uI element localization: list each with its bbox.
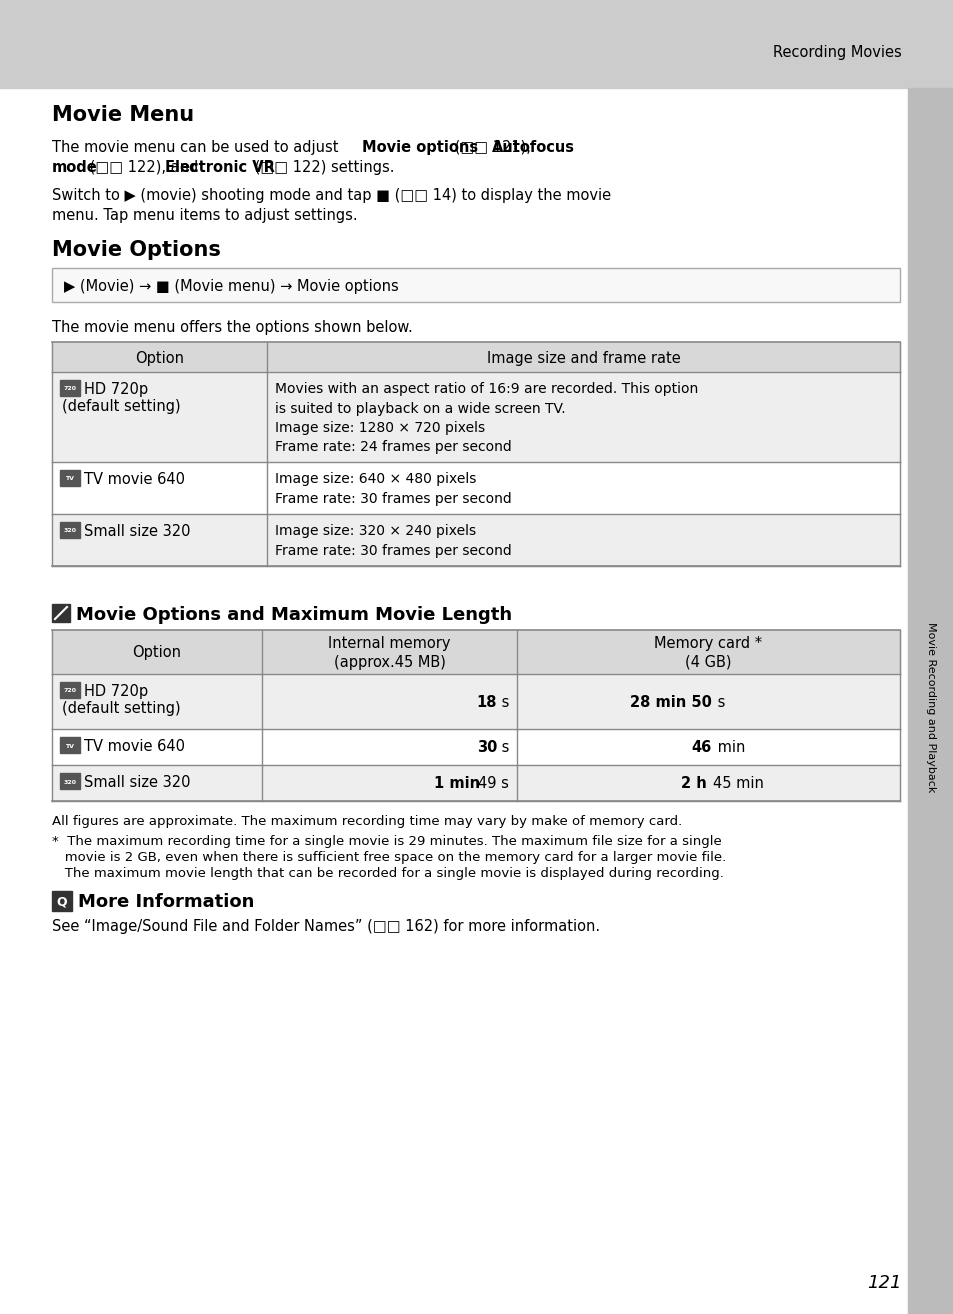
Text: Movie options: Movie options xyxy=(361,141,477,155)
Text: Image size and frame rate: Image size and frame rate xyxy=(486,351,679,365)
Text: 46: 46 xyxy=(691,741,711,756)
Bar xyxy=(60,470,80,486)
Text: s: s xyxy=(497,695,509,710)
Text: s: s xyxy=(713,695,725,710)
Bar xyxy=(0,0,953,88)
Text: Movie Options: Movie Options xyxy=(52,240,221,260)
Bar xyxy=(60,737,80,753)
Text: Memory card *
(4 GB): Memory card * (4 GB) xyxy=(654,636,761,670)
Text: Electronic VR: Electronic VR xyxy=(165,160,274,175)
Text: 720: 720 xyxy=(64,689,76,694)
Text: TV movie 640: TV movie 640 xyxy=(84,472,185,487)
Text: Movies with an aspect ratio of 16:9 are recorded. This option
is suited to playb: Movies with an aspect ratio of 16:9 are … xyxy=(274,382,698,455)
Text: Image size: 640 × 480 pixels
Frame rate: 30 frames per second: Image size: 640 × 480 pixels Frame rate:… xyxy=(274,472,511,506)
Text: 45 min: 45 min xyxy=(713,777,763,791)
Bar xyxy=(52,891,71,911)
Text: movie is 2 GB, even when there is sufficient free space on the memory card for a: movie is 2 GB, even when there is suffic… xyxy=(52,851,725,865)
Text: The movie menu can be used to adjust: The movie menu can be used to adjust xyxy=(52,141,343,155)
Text: All figures are approximate. The maximum recording time may vary by make of memo: All figures are approximate. The maximum… xyxy=(52,815,681,828)
Text: 28 min 50: 28 min 50 xyxy=(629,695,711,710)
Text: (default setting): (default setting) xyxy=(62,399,180,414)
Text: Movie Recording and Playback: Movie Recording and Playback xyxy=(925,622,935,792)
Bar xyxy=(907,88,953,1314)
Text: (□□ 122), and: (□□ 122), and xyxy=(85,160,203,175)
Text: HD 720p: HD 720p xyxy=(84,685,148,699)
Text: Q: Q xyxy=(56,896,68,908)
Text: Movie Menu: Movie Menu xyxy=(52,105,193,125)
Text: 320: 320 xyxy=(64,528,76,533)
Text: Autofocus: Autofocus xyxy=(492,141,575,155)
Bar xyxy=(52,514,899,566)
Text: Movie Options and Maximum Movie Length: Movie Options and Maximum Movie Length xyxy=(76,606,512,624)
Text: Recording Movies: Recording Movies xyxy=(773,45,901,59)
Bar xyxy=(52,463,899,514)
Text: Switch to ▶ (movie) shooting mode and tap ■ (□□ 14) to display the movie: Switch to ▶ (movie) shooting mode and ta… xyxy=(52,188,611,202)
Bar xyxy=(60,773,80,788)
Text: (□□ 121),: (□□ 121), xyxy=(450,141,535,155)
Text: menu. Tap menu items to adjust settings.: menu. Tap menu items to adjust settings. xyxy=(52,208,357,223)
Text: More Information: More Information xyxy=(78,894,254,911)
Text: Small size 320: Small size 320 xyxy=(84,524,191,539)
Text: (□□ 122) settings.: (□□ 122) settings. xyxy=(250,160,395,175)
Text: Option: Option xyxy=(135,351,184,365)
Bar xyxy=(52,268,899,302)
Text: See “Image/Sound File and Folder Names” (□□ 162) for more information.: See “Image/Sound File and Folder Names” … xyxy=(52,918,599,934)
Text: TV: TV xyxy=(66,744,74,749)
Text: 30: 30 xyxy=(476,741,497,756)
Text: s: s xyxy=(497,741,509,756)
Text: The movie menu offers the options shown below.: The movie menu offers the options shown … xyxy=(52,321,413,335)
Text: min: min xyxy=(713,741,745,756)
Text: *  The maximum recording time for a single movie is 29 minutes. The maximum file: * The maximum recording time for a singl… xyxy=(52,834,721,848)
Bar xyxy=(52,604,70,622)
Text: 18: 18 xyxy=(476,695,497,710)
Text: TV: TV xyxy=(66,477,74,481)
Text: 720: 720 xyxy=(64,386,76,392)
Text: ▶ (Movie) → ■ (Movie menu) → Movie options: ▶ (Movie) → ■ (Movie menu) → Movie optio… xyxy=(64,279,398,293)
Bar xyxy=(52,372,899,463)
Text: 320: 320 xyxy=(64,779,76,784)
Bar xyxy=(60,682,80,698)
Text: mode: mode xyxy=(52,160,97,175)
Bar xyxy=(52,765,899,802)
Bar xyxy=(60,380,80,396)
Text: 121: 121 xyxy=(866,1275,901,1292)
Text: Image size: 320 × 240 pixels
Frame rate: 30 frames per second: Image size: 320 × 240 pixels Frame rate:… xyxy=(274,524,511,557)
Text: The maximum movie length that can be recorded for a single movie is displayed du: The maximum movie length that can be rec… xyxy=(52,867,723,880)
Bar xyxy=(60,522,80,537)
Text: Small size 320: Small size 320 xyxy=(84,775,191,790)
Text: Internal memory
(approx.45 MB): Internal memory (approx.45 MB) xyxy=(328,636,450,670)
Text: Option: Option xyxy=(132,645,181,661)
Text: 2 h: 2 h xyxy=(679,777,711,791)
Bar xyxy=(52,342,899,372)
Text: HD 720p: HD 720p xyxy=(84,382,148,397)
Text: 1 min: 1 min xyxy=(434,777,484,791)
Text: (default setting): (default setting) xyxy=(62,700,180,716)
Bar xyxy=(52,629,899,674)
Bar xyxy=(52,729,899,765)
Text: TV movie 640: TV movie 640 xyxy=(84,738,185,754)
Bar xyxy=(52,674,899,729)
Text: 49 s: 49 s xyxy=(477,777,509,791)
